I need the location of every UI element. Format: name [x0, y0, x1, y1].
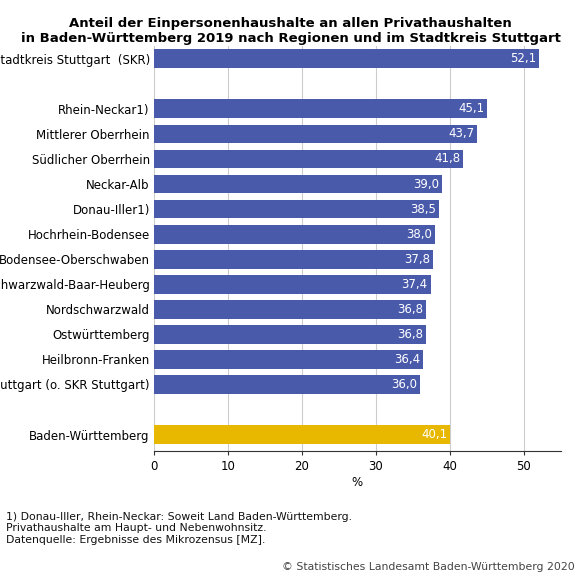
Bar [154, 175, 442, 194]
Text: © Statistisches Landesamt Baden-Württemberg 2020: © Statistisches Landesamt Baden-Württemb… [282, 562, 575, 572]
Bar [154, 375, 420, 394]
Bar [154, 99, 487, 118]
Bar [154, 425, 450, 444]
Text: 38,5: 38,5 [410, 202, 436, 216]
Text: 40,1: 40,1 [421, 428, 447, 441]
Bar [154, 250, 433, 269]
Text: 36,8: 36,8 [397, 303, 423, 316]
Text: Anteil der Einpersonenhaushalte an allen Privathaushalten
in Baden-Württemberg 2: Anteil der Einpersonenhaushalte an allen… [20, 17, 561, 45]
Bar [154, 275, 431, 294]
Text: 1) Donau-Iller, Rhein-Neckar: Soweit Land Baden-Württemberg.
Privathaushalte am : 1) Donau-Iller, Rhein-Neckar: Soweit Lan… [6, 512, 352, 544]
Bar [154, 49, 539, 68]
Text: 45,1: 45,1 [458, 102, 485, 116]
Text: 36,4: 36,4 [394, 353, 420, 366]
Text: 37,8: 37,8 [404, 253, 431, 266]
Text: 36,8: 36,8 [397, 328, 423, 341]
Bar [154, 350, 423, 369]
Bar [154, 199, 439, 218]
Bar [154, 124, 477, 143]
Bar [154, 325, 426, 344]
Text: 37,4: 37,4 [401, 278, 428, 291]
Text: 43,7: 43,7 [448, 127, 474, 140]
Bar [154, 225, 435, 243]
Text: 52,1: 52,1 [510, 52, 536, 65]
Text: 41,8: 41,8 [434, 153, 460, 165]
Bar [154, 150, 463, 168]
Bar [154, 300, 426, 318]
Text: 36,0: 36,0 [391, 378, 417, 391]
Text: 38,0: 38,0 [406, 228, 432, 240]
Text: 39,0: 39,0 [414, 177, 439, 191]
X-axis label: %: % [352, 476, 363, 488]
